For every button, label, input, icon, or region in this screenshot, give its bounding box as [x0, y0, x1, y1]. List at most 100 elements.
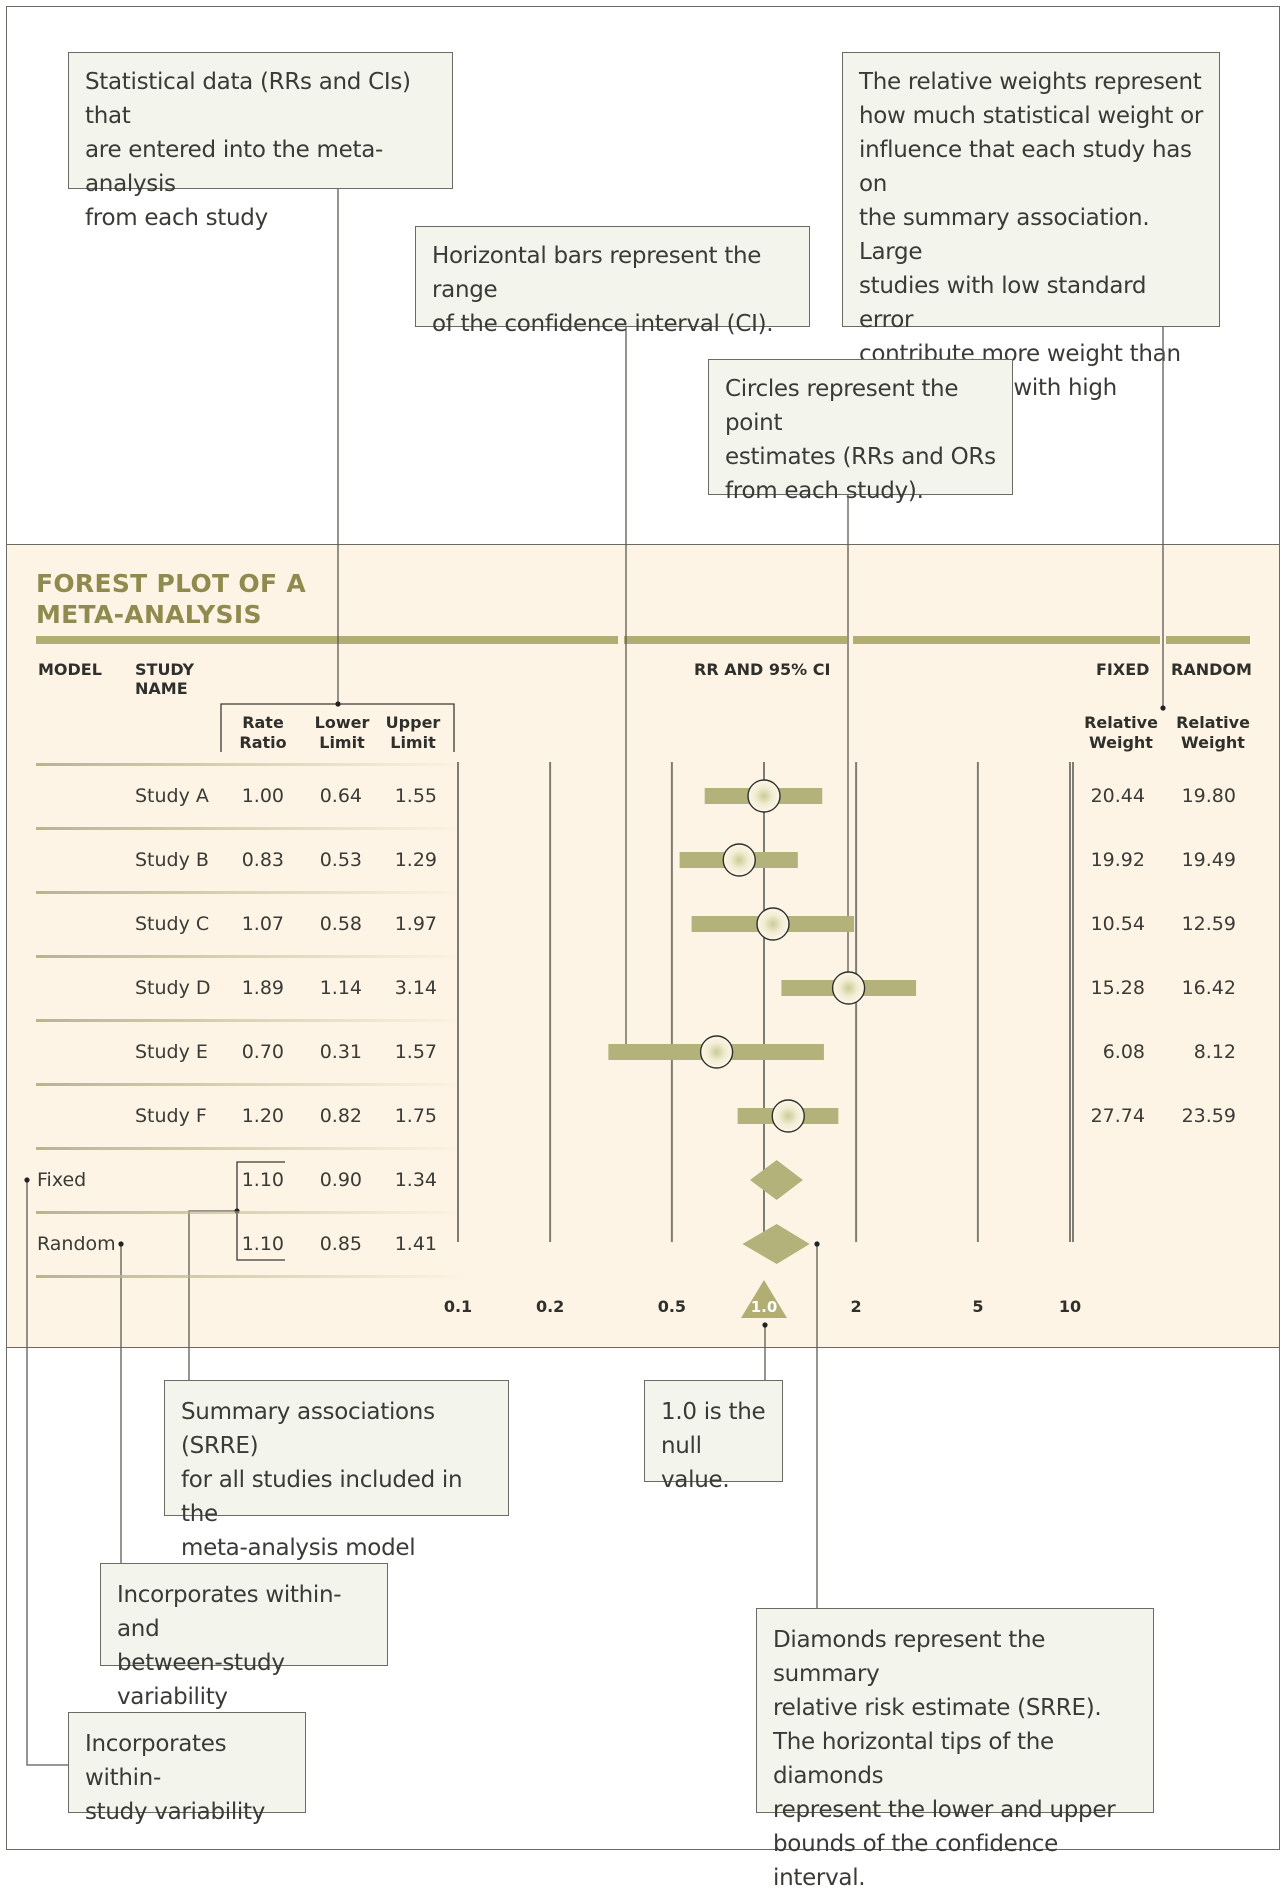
callout-diamonds: Diamonds represent the summary relative … — [756, 1608, 1154, 1891]
subheader-rel-weight-fixed: Relative Weight — [1084, 713, 1158, 752]
header-study-name: STUDY NAME — [135, 660, 195, 698]
subheader-lower-limit: Lower Limit — [314, 713, 370, 752]
row-separator — [36, 891, 466, 894]
leader-dot — [762, 1322, 768, 1328]
weight-fixed-value: 19.92 — [1090, 849, 1145, 871]
callout-summary-associations: Summary associations (SRRE) for all stud… — [164, 1380, 509, 1561]
leader-dot — [335, 701, 341, 707]
callout-between-study: Incorporates within- and between-study v… — [100, 1563, 388, 1710]
rate-ratio-value: 1.00 — [241, 785, 284, 807]
upper-limit-value: 1.57 — [394, 1041, 437, 1063]
weight-fixed-value: 6.08 — [1102, 1041, 1145, 1063]
subheader-rate-ratio: Rate Ratio — [239, 713, 287, 752]
study-name: Study E — [135, 1041, 208, 1063]
study-name: Study B — [135, 849, 209, 871]
row-separator — [36, 763, 466, 766]
plot-title: FOREST PLOT OF A META-ANALYSIS — [36, 569, 306, 629]
upper-limit-value: 1.29 — [394, 849, 437, 871]
point-estimate — [699, 1035, 734, 1069]
forest-plot: 0.1 0.2 0.5 1.0 2 5 10 — [24, 189, 1250, 1766]
upper-limit-value: 3.14 — [394, 977, 437, 999]
weight-random-value: 12.59 — [1181, 913, 1236, 935]
rate-ratio-value: 1.20 — [241, 1105, 284, 1127]
tick-label-2: 2 — [851, 1297, 862, 1316]
tick-label-10: 10 — [1059, 1297, 1081, 1316]
callout-null-value: 1.0 is the null value. — [644, 1380, 783, 1493]
point-estimate — [771, 1099, 805, 1133]
row-separator — [36, 1275, 466, 1278]
tick-label-5: 5 — [972, 1297, 983, 1316]
model-label: Fixed — [37, 1169, 87, 1191]
weight-random-value: 16.42 — [1181, 977, 1236, 999]
leader-dot — [1160, 705, 1166, 711]
lower-limit-value: 0.90 — [319, 1169, 362, 1191]
numeric-bracket — [220, 703, 455, 752]
rate-ratio-value: 1.10 — [241, 1169, 284, 1191]
header-model: MODEL — [38, 660, 102, 679]
lower-limit-value: 0.53 — [319, 849, 362, 871]
study-name: Study F — [135, 1105, 207, 1127]
lower-limit-value: 0.31 — [319, 1041, 362, 1063]
leader-dot — [118, 1241, 124, 1247]
header-random: RANDOM — [1171, 660, 1252, 679]
point-estimate — [722, 843, 756, 877]
study-name: Study D — [135, 977, 211, 999]
study-name: Study A — [135, 785, 209, 807]
point-estimate — [747, 779, 781, 813]
title-rule-gap — [618, 636, 624, 644]
upper-limit-value: 1.41 — [394, 1233, 437, 1255]
weight-fixed-value: 15.28 — [1090, 977, 1145, 999]
subheader-upper-limit: Upper Limit — [385, 713, 441, 752]
row-separator — [36, 1019, 466, 1022]
lower-limit-value: 1.14 — [319, 977, 362, 999]
tick-label-0.1: 0.1 — [444, 1297, 472, 1316]
rate-ratio-value: 0.70 — [241, 1041, 284, 1063]
tick-label-1.0: 1.0 — [751, 1298, 778, 1316]
model-label: Random — [37, 1233, 116, 1255]
row-separator — [36, 1211, 466, 1214]
callout-horizontal-bars: Horizontal bars represent the range of t… — [415, 226, 810, 337]
rate-ratio-value: 0.83 — [241, 849, 284, 871]
rate-ratio-value: 1.89 — [241, 977, 284, 999]
weight-fixed-value: 10.54 — [1090, 913, 1145, 935]
subheader-rel-weight-random: Relative Weight — [1176, 713, 1250, 752]
tick-label-0.5: 0.5 — [658, 1297, 686, 1316]
header-rr-ci: RR AND 95% CI — [694, 660, 831, 679]
upper-limit-value: 1.75 — [394, 1105, 437, 1127]
callout-stat-data: Statistical data (RRs and CIs) that are … — [68, 52, 453, 231]
leader-summary — [188, 1210, 237, 1380]
upper-limit-value: 1.34 — [394, 1169, 437, 1191]
lower-limit-value: 0.58 — [319, 913, 362, 935]
weight-fixed-value: 20.44 — [1090, 785, 1145, 807]
page-frame — [6, 6, 1280, 1850]
study-name: Study C — [135, 913, 210, 935]
leader-fixed — [26, 1180, 68, 1766]
null-value-marker — [741, 1280, 787, 1318]
weight-random-value: 23.59 — [1181, 1105, 1236, 1127]
tick-label-0.2: 0.2 — [536, 1297, 564, 1316]
header-fixed: FIXED — [1096, 660, 1150, 679]
row-separator — [36, 1083, 466, 1086]
row-separator — [36, 827, 466, 830]
row-separator — [36, 955, 466, 958]
lower-limit-value: 0.64 — [319, 785, 362, 807]
weight-random-value: 19.49 — [1181, 849, 1236, 871]
callout-within-study: Incorporates within- study variability — [68, 1712, 306, 1825]
callout-circles: Circles represent the point estimates (R… — [708, 359, 1013, 504]
lower-limit-value: 0.82 — [319, 1105, 362, 1127]
summary-diamond — [742, 1224, 810, 1264]
title-rule — [36, 636, 1250, 644]
leader-dot — [814, 1241, 820, 1247]
weight-random-value: 8.12 — [1193, 1041, 1236, 1063]
title-rule-gap — [847, 636, 853, 644]
weight-random-value: 19.80 — [1181, 785, 1236, 807]
point-estimate — [756, 907, 790, 941]
upper-limit-value: 1.55 — [394, 785, 437, 807]
row-separator — [36, 1147, 466, 1150]
lower-limit-value: 0.85 — [319, 1233, 362, 1255]
point-estimate — [831, 971, 866, 1005]
leader-dot — [24, 1177, 30, 1183]
upper-limit-value: 1.97 — [394, 913, 437, 935]
rate-ratio-value: 1.10 — [241, 1233, 284, 1255]
weight-fixed-value: 27.74 — [1090, 1105, 1145, 1127]
